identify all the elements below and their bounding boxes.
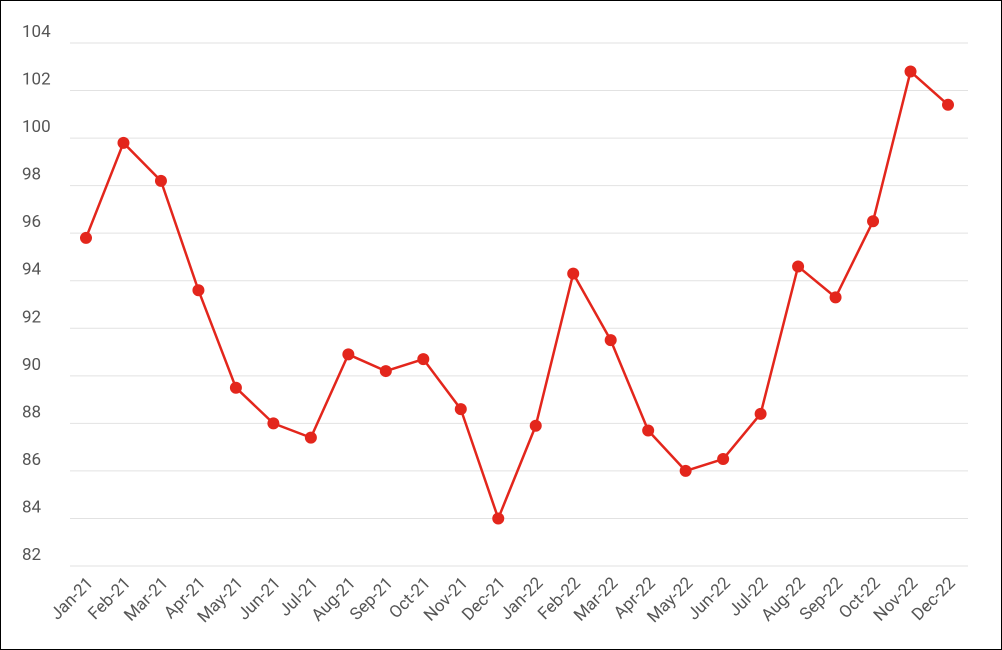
point [717,453,730,466]
point [904,65,917,78]
point [80,231,92,244]
point [642,424,655,437]
y-tick-label: 94 [22,260,42,280]
y-tick-label: 98 [22,165,41,185]
point [754,407,767,420]
y-tick-label: 92 [22,307,41,327]
point [454,403,467,416]
point [267,417,280,430]
point [604,334,617,347]
y-tick-label: 86 [22,450,41,470]
point [192,284,205,297]
y-tick-label: 84 [22,497,42,517]
point [567,267,580,280]
point [342,348,355,361]
point [867,215,880,228]
point [117,136,130,149]
point [792,260,805,273]
y-tick-label: 104 [22,22,51,42]
point [379,365,392,378]
point [229,381,242,394]
point [829,291,842,304]
point [417,353,430,366]
point [304,431,317,444]
point [154,174,167,187]
y-tick-label: 90 [22,355,41,375]
line [84,70,949,520]
point [942,98,954,111]
point [492,512,505,525]
point [679,464,692,477]
y-tick-label: 100 [22,117,51,137]
y-tick-label: 88 [22,402,41,422]
y-tick-label: 96 [22,212,41,232]
y-tick-label: 102 [22,70,51,90]
y-tick-label: 82 [22,545,41,565]
point [529,419,542,432]
